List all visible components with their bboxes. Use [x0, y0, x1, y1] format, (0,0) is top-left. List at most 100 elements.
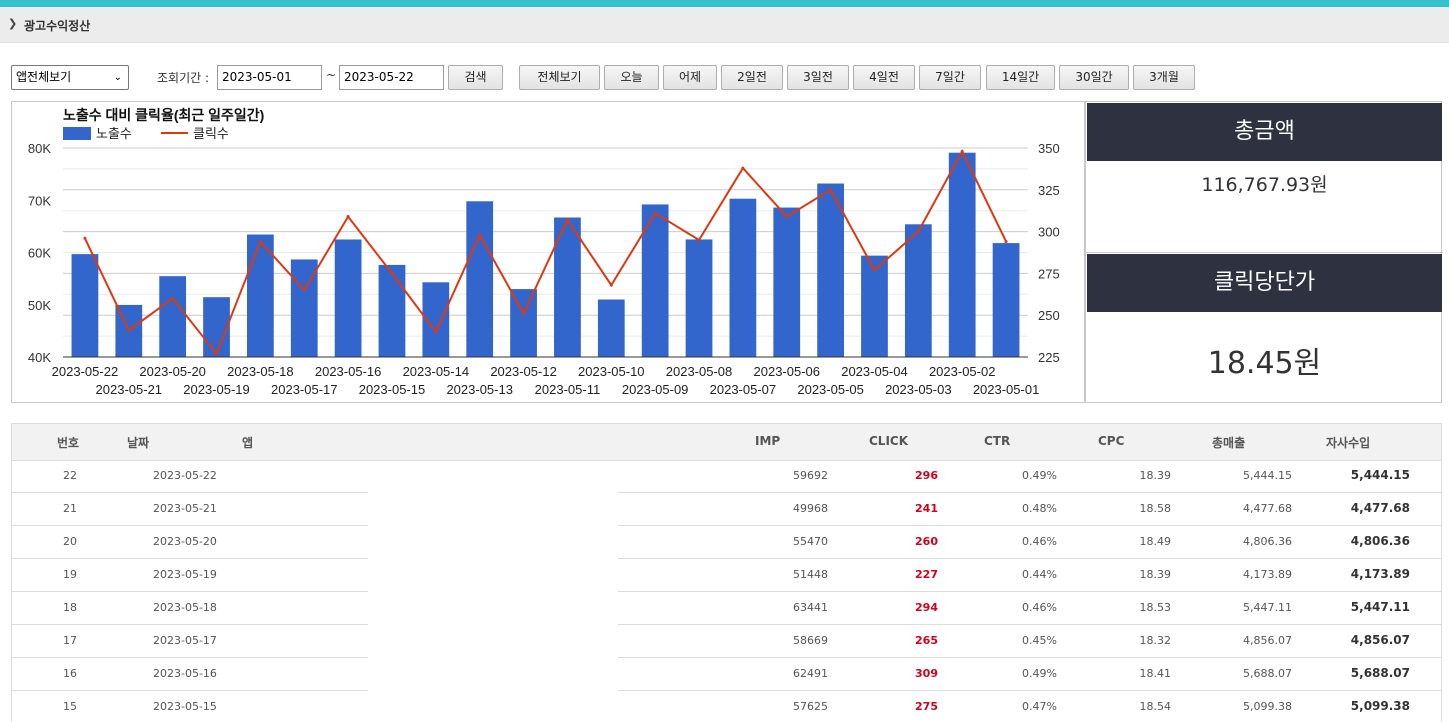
- quick-3months-button[interactable]: 3개월: [1133, 65, 1195, 90]
- x-tick-label: 2023-05-13: [446, 382, 513, 397]
- row-cpc: 18.53: [1139, 601, 1172, 614]
- impressions-bar: [159, 276, 187, 357]
- header-sales: 총매출: [1212, 436, 1246, 450]
- impressions-bar: [334, 239, 362, 357]
- date-from-input[interactable]: 2023-05-01: [217, 65, 322, 90]
- page-title: 광고수익정산: [24, 19, 91, 33]
- y-right-tick-label: 250: [1038, 308, 1060, 323]
- legend-impressions-label: 노출수: [96, 126, 132, 141]
- row-no: 17: [63, 634, 77, 647]
- table-row[interactable]: 20 2023-05-20 55470 260 0.46% 18.49 4,806.36 4,…: [12, 526, 1441, 559]
- x-tick-label: 2023-05-04: [841, 364, 908, 379]
- search-button[interactable]: 검색: [448, 65, 503, 90]
- x-tick-label: 2023-05-21: [96, 382, 163, 397]
- row-imp: 63441: [793, 601, 828, 614]
- chart-title: 노출수 대비 클릭율(최근 일주일간): [63, 107, 264, 123]
- quick-today-button[interactable]: 오늘: [604, 65, 659, 90]
- chevron-down-icon: ⌄: [113, 72, 122, 83]
- row-date: 2023-05-20: [153, 535, 217, 548]
- row-date: 2023-05-17: [153, 634, 217, 647]
- table-row[interactable]: 18 2023-05-18 63441 294 0.46% 18.53 5,447.11 5,…: [12, 592, 1441, 625]
- row-revenue: 5,688.07: [1350, 666, 1410, 680]
- clicks-point: [390, 271, 394, 275]
- y-right-tick-label: 225: [1038, 350, 1060, 365]
- x-tick-label: 2023-05-07: [710, 382, 777, 397]
- clicks-point: [434, 330, 438, 334]
- row-revenue: 5,099.38: [1350, 699, 1410, 713]
- y-right-tick-label: 275: [1038, 266, 1060, 281]
- date-to-input[interactable]: 2023-05-22: [339, 65, 444, 90]
- row-cpc: 18.39: [1139, 469, 1172, 482]
- row-ctr: 0.46%: [1022, 601, 1057, 614]
- row-revenue: 4,856.07: [1350, 633, 1410, 647]
- row-divider: [12, 690, 368, 691]
- x-tick-label: 2023-05-09: [622, 382, 689, 397]
- row-cpc: 18.32: [1139, 634, 1172, 647]
- x-tick-label: 2023-05-15: [359, 382, 426, 397]
- quick-14days-button[interactable]: 14일간: [986, 65, 1055, 90]
- table-row[interactable]: 22 2023-05-22 59692 296 0.49% 18.39 5,444.15 5,…: [12, 460, 1441, 493]
- row-date: 2023-05-19: [153, 568, 217, 581]
- y-right-tick-label: 350: [1038, 141, 1060, 156]
- table-row[interactable]: 17 2023-05-17 58669 265 0.45% 18.32 4,856.07 4,…: [12, 625, 1441, 658]
- row-imp: 49968: [793, 502, 828, 515]
- quick-3days-button[interactable]: 3일전: [787, 65, 849, 90]
- row-imp: 55470: [793, 535, 828, 548]
- quick-30days-button[interactable]: 30일간: [1059, 65, 1129, 90]
- row-no: 21: [63, 502, 77, 515]
- y-right-tick-label: 325: [1038, 183, 1060, 198]
- row-divider: [618, 558, 1441, 559]
- table-row[interactable]: 15 2023-05-15 57625 275 0.47% 18.54 5,099.38 5,…: [12, 691, 1441, 722]
- quick-2days-button[interactable]: 2일전: [721, 65, 783, 90]
- row-divider: [618, 624, 1441, 625]
- row-imp: 59692: [793, 469, 828, 482]
- row-sales: 5,447.11: [1243, 601, 1292, 614]
- clicks-point: [302, 288, 306, 292]
- quick-4days-button[interactable]: 4일전: [853, 65, 915, 90]
- row-no: 18: [63, 601, 77, 614]
- x-tick-label: 2023-05-18: [227, 364, 294, 379]
- row-imp: 62491: [793, 667, 828, 680]
- row-no: 15: [63, 700, 77, 713]
- row-click: 309: [915, 667, 938, 680]
- cpc-title: 클릭당단가: [1087, 254, 1442, 312]
- row-no: 22: [63, 469, 77, 482]
- app-select[interactable]: 앱전체보기 ⌄: [11, 65, 129, 90]
- impressions-bar: [729, 198, 757, 357]
- row-date: 2023-05-16: [153, 667, 217, 680]
- table-header: 번호 날짜 앱 IMP CLICK CTR CPC 총매출 자사수입: [12, 424, 1441, 461]
- x-tick-label: 2023-05-02: [929, 364, 996, 379]
- row-ctr: 0.44%: [1022, 568, 1057, 581]
- table-row[interactable]: 19 2023-05-19 51448 227 0.44% 18.39 4,173.89 4,…: [12, 559, 1441, 592]
- x-tick-label: 2023-05-08: [666, 364, 733, 379]
- quick-all-button[interactable]: 전체보기: [519, 65, 600, 90]
- quick-yesterday-button[interactable]: 어제: [663, 65, 717, 90]
- impressions-bar: [773, 207, 801, 357]
- period-label: 조회기간 :: [157, 71, 210, 85]
- clicks-point: [609, 283, 613, 287]
- row-sales: 5,444.15: [1243, 469, 1292, 482]
- legend-impressions-swatch: [63, 127, 91, 140]
- row-divider: [618, 690, 1441, 691]
- x-tick-label: 2023-05-16: [315, 364, 382, 379]
- clicks-point: [522, 312, 526, 316]
- table-row[interactable]: 16 2023-05-16 62491 309 0.49% 18.41 5,688.07 5,…: [12, 658, 1441, 691]
- clicks-point: [829, 188, 833, 192]
- row-date: 2023-05-22: [153, 469, 217, 482]
- y-left-tick-label: 80K: [28, 141, 51, 156]
- clicks-point: [565, 218, 569, 222]
- summary-divider: [1086, 252, 1443, 253]
- row-divider: [618, 591, 1441, 592]
- row-divider: [12, 624, 368, 625]
- row-divider: [12, 492, 368, 493]
- total-amount-value: 116,767.93원: [1201, 174, 1328, 196]
- quick-7days-button[interactable]: 7일간: [919, 65, 981, 90]
- row-click: 296: [915, 469, 938, 482]
- x-tick-label: 2023-05-22: [52, 364, 119, 379]
- table-row[interactable]: 21 2023-05-21 49968 241 0.48% 18.58 4,477.68 4,…: [12, 493, 1441, 526]
- header-date: 날짜: [127, 436, 150, 450]
- date-separator: ~: [326, 68, 337, 82]
- row-divider: [12, 525, 368, 526]
- x-tick-label: 2023-05-03: [885, 382, 952, 397]
- y-left-tick-label: 70K: [28, 193, 51, 208]
